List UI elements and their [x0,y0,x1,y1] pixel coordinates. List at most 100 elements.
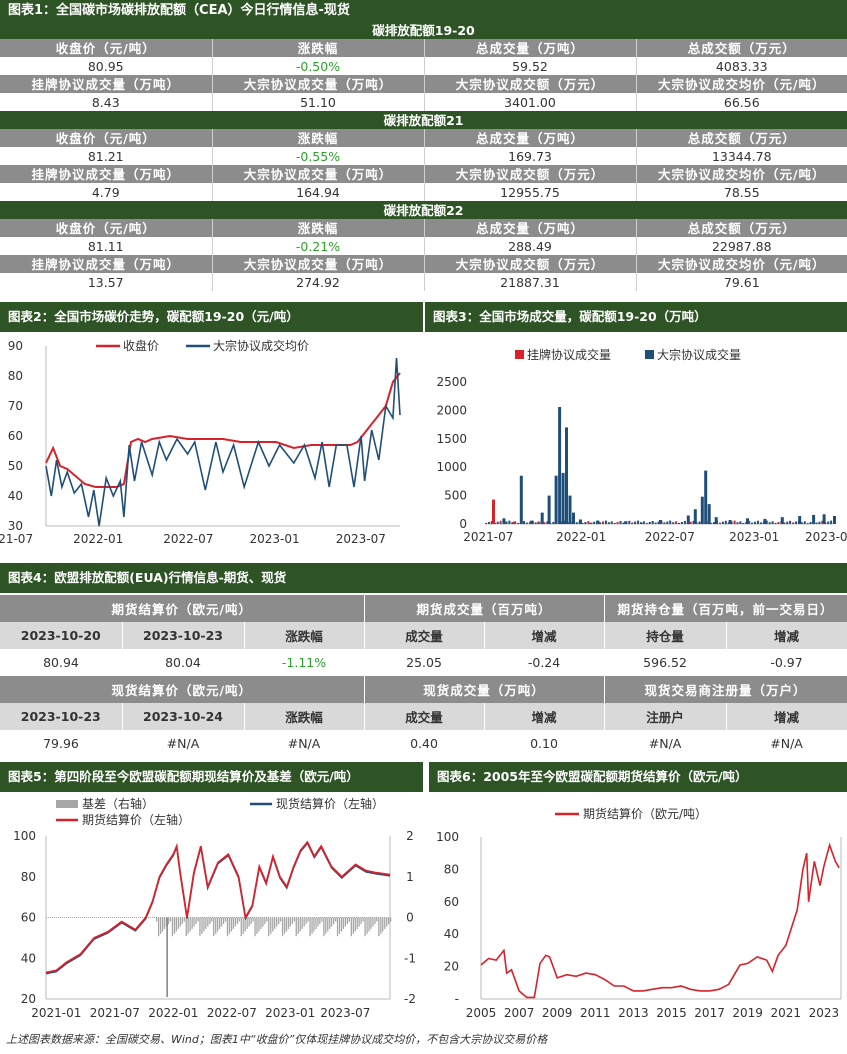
volume-bar [683,521,686,524]
block-volume-bar [728,520,732,524]
futures-price-line [45,840,391,974]
basis-bar [303,917,305,927]
volume-bar [757,520,759,524]
value-cell: #N/A [726,730,847,757]
header-cell: 收盘价（元/吨） [0,129,213,147]
header-cell: 总成交量（万吨） [424,39,637,57]
change-cell: -0.21% [212,237,425,255]
value-cell: 81.21 [0,147,213,165]
basis-bar [187,917,189,934]
y-tick-label: 20 [444,960,459,974]
volume-bar [786,521,789,524]
subheader-cell: 2023-10-20 [0,622,123,649]
y-tick-label: 1500 [436,432,467,446]
basis-bar [285,917,288,932]
basis-bar [169,917,172,922]
block-volume-bar [540,512,544,524]
chart6-title: 图表6：2005年至今欧盟碳配额期货结算价（欧元/吨） [429,762,847,792]
y-tick-label: 50 [8,459,23,473]
block-volume-bar [746,518,749,524]
volume-bar [619,521,622,524]
y-tick-label: 40 [444,927,459,941]
basis-bar [175,917,177,932]
header-cell: 大宗协议成交均价（元/吨） [636,255,847,273]
basis-bar [307,917,309,922]
volume-bar [827,521,830,524]
volume-bar [584,522,587,524]
basis-bar [323,917,325,937]
value-cell: 78.55 [636,183,847,201]
header-cell: 挂牌协议成交量（万吨） [0,165,213,183]
subheader-cell: 2023-10-23 [0,703,123,730]
volume-bar [771,521,774,524]
y-tick-label: 90 [8,339,23,353]
basis-bar [335,917,337,922]
volume-bar [774,522,777,524]
value-cell: 80.95 [0,57,213,75]
header-cell: 收盘价（元/吨） [0,39,213,57]
header-cell: 现货交易商注册量（万户） [604,676,847,703]
volume-bar [821,520,824,524]
value-cell: 274.92 [212,273,425,291]
volume-bar [525,522,528,524]
series-line-block [45,357,401,527]
value-cell: 51.10 [212,93,425,111]
basis-bar [315,917,317,929]
subheader-cell: 成交量 [364,622,485,649]
basis-bar [333,917,335,924]
listed-volume-bar [512,521,516,524]
y-tick-label: 40 [8,489,23,503]
legend-label: 大宗协议成交量 [657,347,741,362]
basis-bar [276,917,278,927]
y-tick-label: 80 [8,369,23,383]
block-volume-bar [519,475,523,524]
volume-bar [657,521,660,524]
basis-bar [222,917,225,924]
basis-bar [163,917,166,929]
listed-volume-bar [641,523,645,524]
basis-bar [364,917,366,937]
section-title: 碳排放配额22 [0,201,847,219]
volume-bar [508,520,511,524]
basis-bar [346,917,349,924]
basis-bar [246,917,248,929]
subheader-cell: 2023-10-24 [122,703,245,730]
legend-label: 收盘价 [123,338,159,353]
value-cell: 25.05 [364,649,485,676]
listed-volume-bar [492,499,495,524]
value-cell: 169.73 [424,147,637,165]
volume-bar [777,522,780,524]
basis-bar [283,917,286,934]
x-tick-label: 2005 [466,1006,497,1020]
volume-bar [622,522,625,524]
block-volume-bar [530,520,534,524]
basis-bar [278,917,280,924]
basis-bar [250,917,252,924]
value-cell: 4.79 [0,183,213,201]
block-volume-bar [798,516,802,524]
section-title: 碳排放配额19-20 [0,21,847,39]
basis-bar [234,917,236,927]
y-tick-label: 500 [444,489,467,503]
value-cell: 21887.31 [424,273,637,291]
header-cell: 大宗协议成交额（万元） [424,255,637,273]
source-note: 上述图表数据来源：全国碳交易、Wind；图表1中“收盘价”仅体现挂牌协议成交均价… [6,1033,548,1046]
volume-bar [599,522,602,524]
y-tick-label-left: 60 [21,911,36,925]
basis-bar [162,917,164,932]
basis-bar [203,917,205,932]
volume-bar [818,521,821,524]
basis-bar [380,917,382,934]
basis-bar [248,917,250,927]
cea-table: 碳排放配额19-20 收盘价（元/吨） 涨跌幅 总成交量（万吨） 总成交额（万元） 8… [0,21,847,291]
basis-bar [299,917,301,932]
volume-bar [754,521,756,524]
basis-bar [384,917,386,929]
volume-bar [654,522,657,524]
basis-bar [220,917,223,927]
volume-bar [640,522,642,524]
basis-bar [279,917,282,922]
header-cell: 挂牌协议成交量（万吨） [0,255,213,273]
volume-bar [523,521,525,524]
x-tick-label: 2023-07 [805,530,847,544]
